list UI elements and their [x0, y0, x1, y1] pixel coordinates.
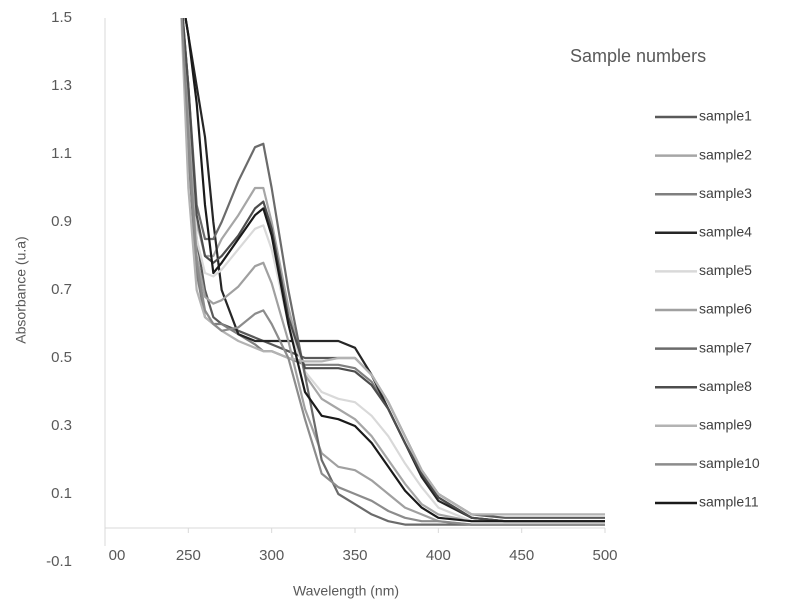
legend-title: Sample numbers — [570, 46, 706, 66]
x-tick-label: 300 — [259, 547, 284, 564]
series-line — [180, 18, 605, 526]
y-tick-label: 0.1 — [51, 485, 72, 502]
series-line — [180, 18, 605, 519]
legend-label: sample8 — [699, 378, 752, 394]
plot-area — [180, 18, 605, 526]
x-tick-label: 250 — [176, 547, 201, 564]
legend-label: sample11 — [699, 494, 759, 510]
series-line — [184, 18, 605, 523]
y-tick-label: 1.5 — [51, 9, 72, 26]
x-tick-label: 450 — [509, 547, 534, 564]
y-tick-label: 1.1 — [51, 145, 72, 162]
y-tick-label: -0.1 — [46, 553, 72, 570]
y-axis-label: Absorbance (u.a) — [13, 236, 29, 343]
x-tick-label: 500 — [592, 547, 617, 564]
series-line — [180, 18, 605, 526]
x-axis-label: Wavelength (nm) — [293, 583, 399, 599]
legend-label: sample2 — [699, 146, 752, 162]
y-tick-label: 0.5 — [51, 349, 72, 366]
legend-label: sample5 — [699, 262, 752, 278]
legend-label: sample9 — [699, 417, 752, 433]
x-tick-label: 00 — [109, 547, 126, 564]
legend-label: sample4 — [699, 224, 752, 240]
y-tick-label: 0.7 — [51, 281, 72, 298]
x-tick-label: 400 — [426, 547, 451, 564]
y-tick-label: 1.3 — [51, 77, 72, 94]
series-line — [184, 18, 605, 523]
legend-label: sample7 — [699, 339, 752, 355]
series-line — [181, 18, 605, 526]
legend-label: sample3 — [699, 185, 752, 201]
series-line — [181, 18, 605, 523]
y-tick-label: 0.9 — [51, 213, 72, 230]
legend-label: sample10 — [699, 455, 760, 471]
x-tick-label: 350 — [342, 547, 367, 564]
legend-label: sample1 — [699, 108, 752, 124]
legend-label: sample6 — [699, 301, 752, 317]
series-line — [180, 18, 605, 516]
y-tick-label: 0.3 — [51, 417, 72, 434]
